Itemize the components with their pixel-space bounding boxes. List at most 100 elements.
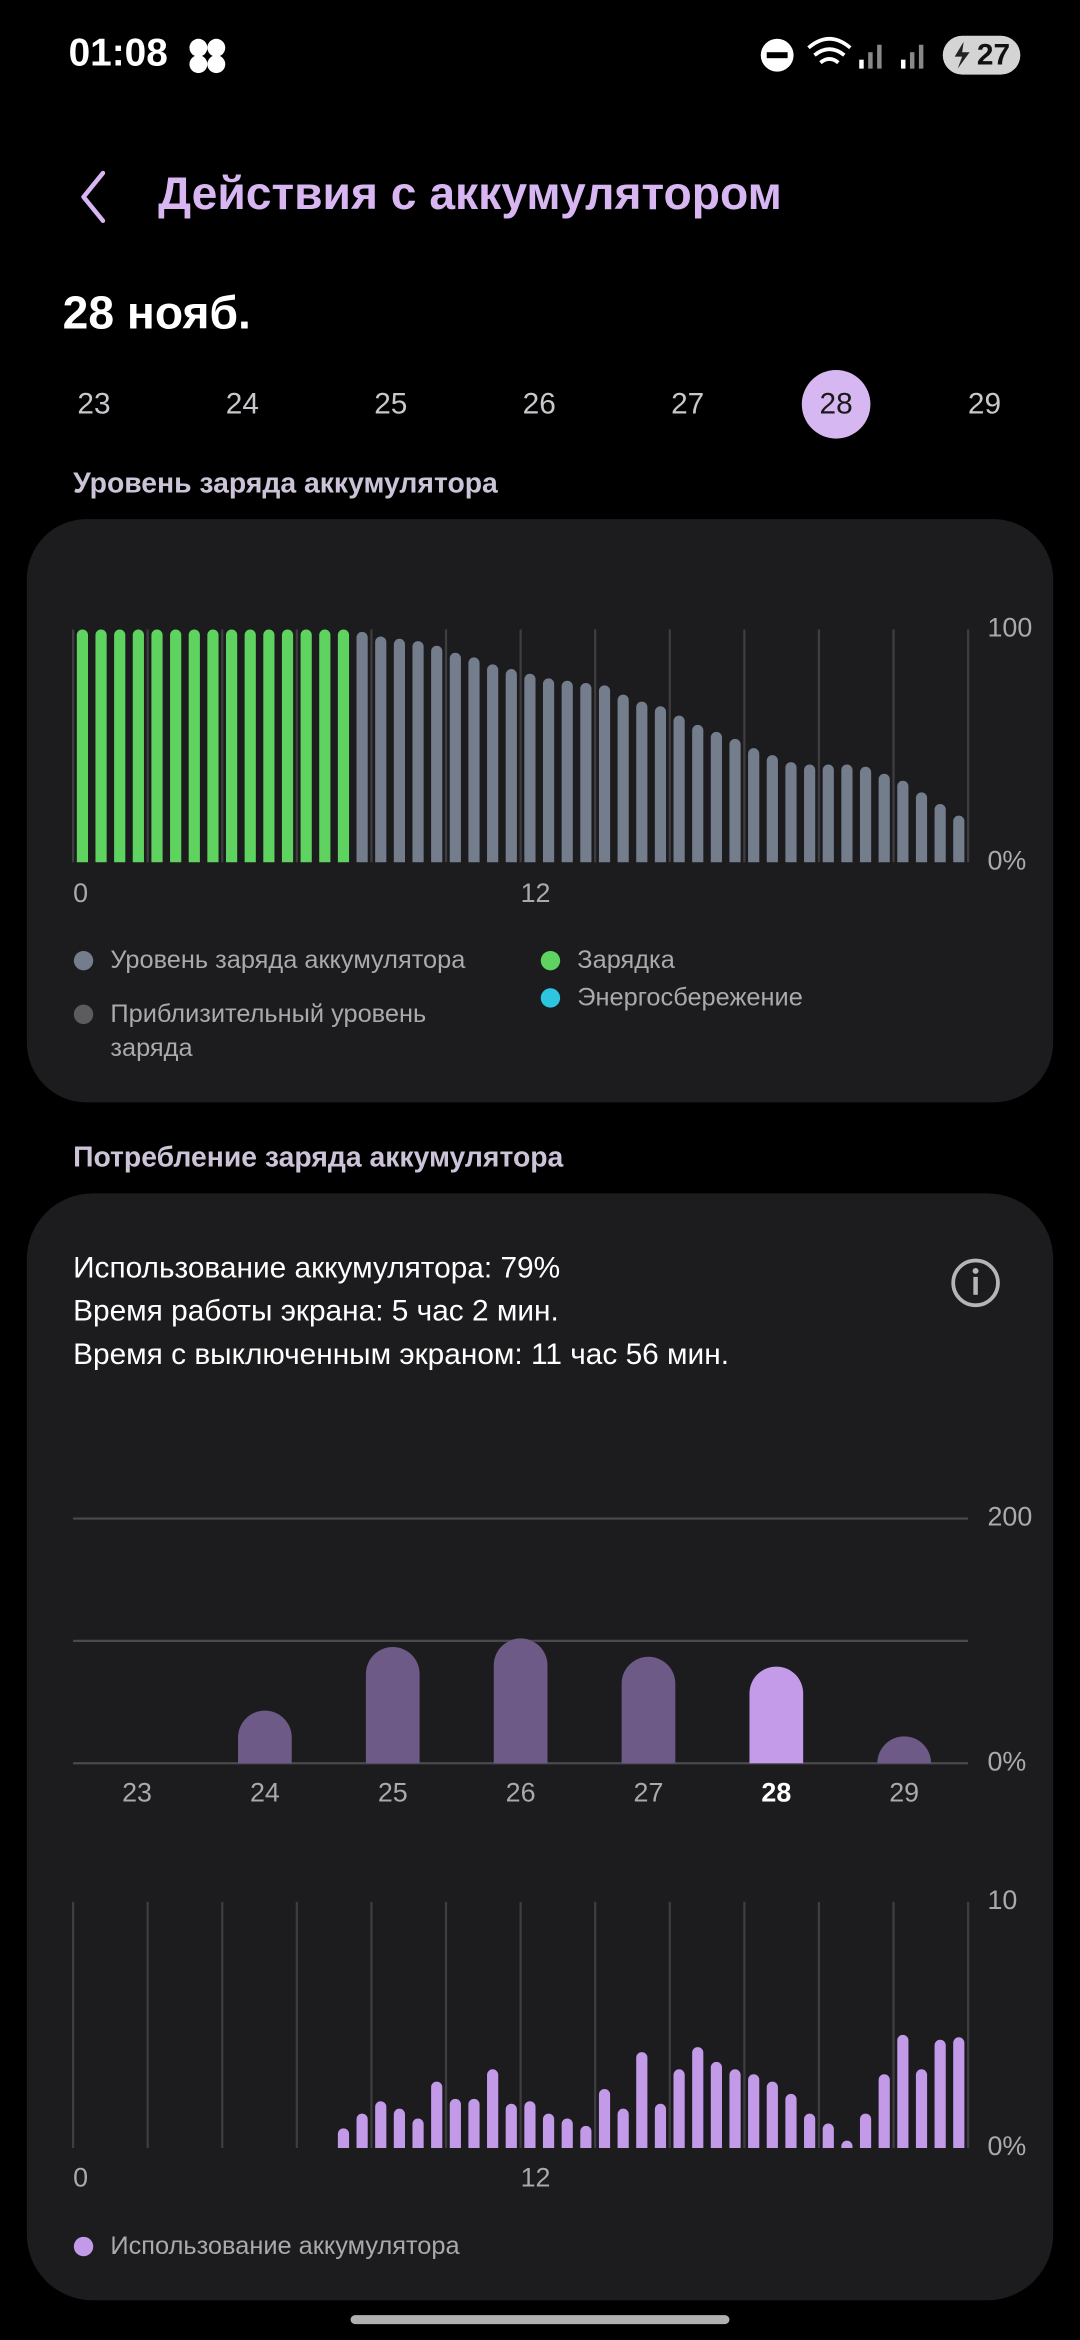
bar (710, 731, 722, 863)
bar (934, 804, 946, 863)
charging-icon (954, 41, 970, 69)
bar (188, 629, 200, 863)
bar (748, 748, 760, 863)
bar (132, 629, 144, 863)
bar (170, 629, 182, 863)
bar (804, 764, 816, 863)
bar (710, 2061, 722, 2149)
bar (654, 2103, 667, 2149)
dnd-icon (760, 38, 794, 72)
day-label: 24 (226, 388, 259, 421)
y-tick-label: 0% (988, 2131, 1027, 2161)
bar (300, 629, 312, 863)
bar (281, 629, 294, 863)
bar (766, 755, 778, 863)
y-tick-label: 200 (988, 1502, 1033, 1532)
section-title: Уровень заряда аккумулятора (73, 467, 498, 499)
legend-dot (73, 950, 94, 971)
wifi-icon (807, 36, 852, 65)
bar (263, 629, 275, 863)
bar (878, 773, 890, 863)
x-tick-label: 0 (73, 2162, 88, 2192)
bar (244, 629, 256, 863)
day-selector: 23 24 25 26 27 28 29 (77, 369, 1001, 439)
bar (505, 2103, 517, 2149)
bar (749, 1666, 804, 1764)
bar (915, 2069, 928, 2149)
bar (729, 2069, 741, 2149)
bar (412, 641, 424, 863)
bar (617, 694, 629, 863)
legend-text: Использование аккумулятора (110, 2231, 460, 2260)
bar (841, 764, 853, 863)
bar (897, 2034, 909, 2149)
bar (654, 706, 667, 863)
bar (524, 2101, 536, 2149)
bar (580, 683, 592, 863)
bar (337, 2128, 350, 2149)
y-tick-label: 0% (988, 845, 1027, 875)
day-label: 26 (523, 388, 556, 421)
nav-handle[interactable] (350, 2315, 730, 2325)
bar (375, 636, 387, 863)
x-tick-label: 12 (521, 2162, 551, 2192)
bar (953, 2037, 965, 2149)
bar (598, 2088, 611, 2149)
bar (621, 1656, 676, 1764)
bar (580, 2125, 592, 2149)
bar (785, 762, 797, 863)
bar (487, 664, 499, 863)
bar (487, 2069, 499, 2149)
info-button[interactable] (951, 1258, 1000, 1308)
bar (766, 2081, 778, 2149)
bar (673, 2069, 685, 2149)
bar (151, 629, 163, 863)
bar (365, 1647, 420, 1764)
bar (319, 629, 331, 863)
bar (238, 1710, 292, 1764)
day-label: 25 (374, 388, 407, 421)
x-tick-label: 0 (73, 878, 88, 908)
x-tick-label: 23 (122, 1778, 152, 1808)
bar (412, 2118, 424, 2149)
bar (95, 629, 107, 863)
bar (878, 2074, 890, 2149)
x-tick-label: 29 (889, 1778, 919, 1808)
bar (505, 669, 517, 863)
bar (393, 2108, 406, 2149)
section-title: Потребление заряда аккумулятора (73, 1142, 563, 1174)
x-tick-label: 24 (250, 1778, 280, 1808)
legend-text: Приблизительный уровень заряда (110, 999, 427, 1063)
bar (524, 673, 536, 863)
legend-dot (73, 2236, 94, 2257)
bar (393, 638, 406, 863)
bar (561, 2118, 573, 2149)
day-label: 27 (671, 388, 704, 421)
signal-icon (859, 44, 924, 69)
day-label: 28 (820, 388, 853, 421)
back-button[interactable] (81, 170, 106, 224)
bar (748, 2074, 760, 2149)
bar (449, 2098, 461, 2149)
bar (897, 780, 909, 863)
legend-label: Энергосбережение (577, 983, 803, 1012)
legend-text: Энергосбережение (577, 983, 803, 1012)
stat-line: Использование аккумулятора: 79% (73, 1251, 560, 1284)
bar (822, 764, 834, 863)
bar (729, 738, 741, 863)
bar (804, 2113, 816, 2149)
bar (76, 629, 89, 863)
legend-text: Зарядка (577, 945, 675, 975)
legend-label: Уровень заряда аккумулятора (110, 946, 465, 974)
bar (859, 2113, 872, 2149)
x-tick-label: 28 (761, 1778, 791, 1808)
bar (468, 2098, 480, 2149)
bar (337, 629, 350, 863)
bar (877, 1736, 932, 1764)
bar (542, 678, 555, 863)
bar (431, 2081, 443, 2149)
bar (673, 715, 685, 863)
bar (785, 2093, 797, 2149)
